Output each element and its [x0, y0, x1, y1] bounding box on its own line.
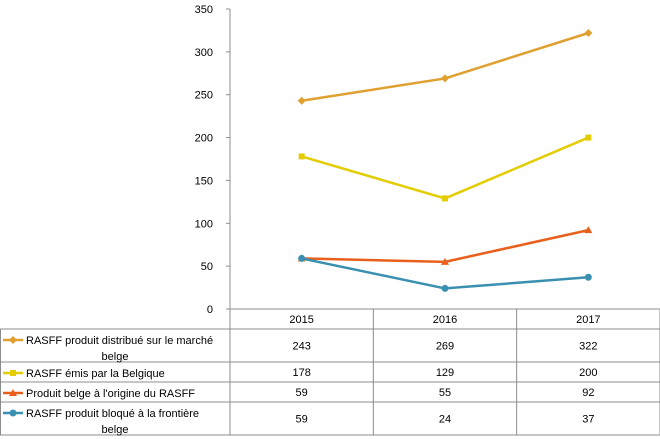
- y-tick-label: 50: [201, 261, 213, 273]
- data-label: 92: [582, 387, 594, 399]
- data-point: [585, 134, 592, 141]
- series-line: [301, 31, 589, 102]
- data-point: [9, 409, 17, 417]
- data-label: 59: [296, 387, 308, 399]
- data-label: 24: [439, 414, 451, 426]
- y-tick-label: 150: [195, 175, 213, 187]
- data-table: 2015 2016 2017 RASFF produit distribué sur …: [0, 308, 660, 436]
- data-label: 129: [436, 367, 454, 379]
- y-tick-label: 250: [195, 90, 213, 102]
- table-row: RASFF émis par la Belgique 178 129 200: [3, 367, 598, 380]
- legend-label: Produit belge à l'origine du RASFF: [26, 388, 195, 400]
- y-tick-label: 100: [195, 218, 213, 230]
- data-label: 322: [579, 341, 597, 353]
- legend-label: RASFF émis par la Belgique: [26, 368, 165, 380]
- chart-series: [297, 29, 593, 292]
- data-point: [298, 153, 305, 160]
- y-tick-label: 200: [195, 133, 213, 145]
- y-tick-label: 350: [195, 4, 213, 16]
- series-group: [298, 134, 592, 202]
- data-label: 200: [579, 367, 597, 379]
- data-point: [441, 284, 449, 292]
- data-point: [584, 273, 592, 281]
- legend-label: RASFF produit distribué sur le marché: [26, 335, 213, 347]
- data-point: [297, 96, 306, 105]
- data-point: [584, 226, 593, 234]
- series-line: [301, 136, 589, 200]
- data-label: 178: [292, 367, 310, 379]
- x-tick-label: 2015: [289, 314, 313, 326]
- legend-label: RASFF produit bloqué à la frontière: [26, 408, 199, 420]
- y-tick-label: 0: [207, 304, 213, 316]
- legend-label: belge: [102, 424, 129, 436]
- data-point: [441, 257, 449, 265]
- x-tick-label: 2017: [576, 314, 600, 326]
- y-tick-label: 300: [195, 47, 213, 59]
- series-line: [301, 228, 589, 264]
- table-row: RASFF produit distribué sur le marché bel…: [3, 335, 598, 363]
- legend-label: belge: [102, 351, 129, 363]
- data-point: [9, 336, 17, 344]
- x-tick-label: 2016: [433, 314, 457, 326]
- data-label: 55: [439, 387, 451, 399]
- data-label: 59: [296, 414, 308, 426]
- table-row: Produit belge à l'origine du RASFF 59 55 92: [3, 387, 594, 400]
- data-label: 243: [292, 341, 310, 353]
- data-label: 269: [436, 341, 454, 353]
- table-row: RASFF produit bloqué à la frontière belge…: [3, 408, 594, 436]
- data-point: [441, 74, 449, 83]
- data-point: [9, 389, 17, 396]
- series-group: [297, 226, 593, 265]
- chart-axes: 0 50 100 150 200 250 300 350: [195, 4, 231, 316]
- data-point: [298, 254, 306, 262]
- data-point: [10, 370, 16, 376]
- data-point: [442, 195, 448, 202]
- series-group: [297, 29, 593, 105]
- data-label: 37: [582, 414, 594, 426]
- data-point: [584, 29, 593, 37]
- series-group: [298, 254, 592, 292]
